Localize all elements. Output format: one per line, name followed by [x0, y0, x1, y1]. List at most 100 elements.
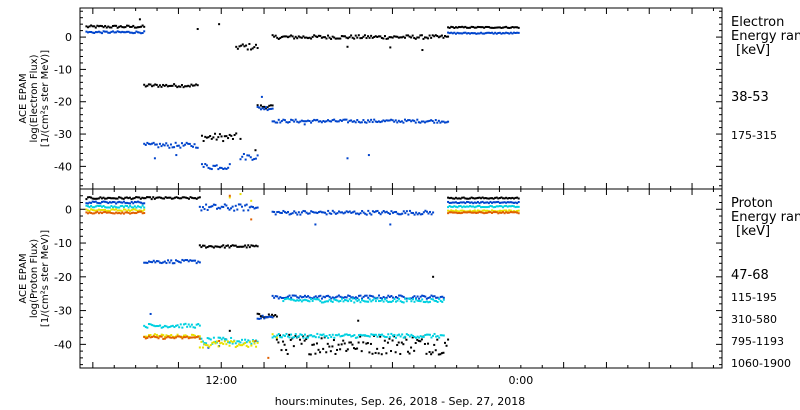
data-point [263, 108, 266, 111]
data-point [241, 43, 244, 46]
data-point [368, 351, 371, 354]
data-point [195, 262, 198, 265]
data-point [94, 26, 97, 29]
data-point [174, 259, 177, 262]
data-point [138, 31, 141, 34]
data-point [179, 335, 182, 338]
data-point [331, 345, 334, 348]
data-point [405, 338, 408, 341]
series-115-195 [85, 200, 520, 349]
data-point [274, 295, 277, 298]
data-point [182, 323, 185, 326]
data-point [242, 343, 245, 346]
data-point [290, 34, 293, 37]
data-point [451, 211, 454, 214]
data-point [314, 336, 317, 339]
data-point [176, 144, 179, 147]
data-point [143, 324, 146, 327]
data-point [219, 207, 222, 210]
data-point [282, 340, 285, 343]
data-point [302, 295, 305, 298]
data-point [336, 334, 339, 337]
data-point [316, 298, 319, 301]
data-point [367, 296, 370, 299]
data-point [425, 333, 428, 336]
data-point [203, 208, 206, 211]
data-point [138, 205, 141, 208]
data-point [388, 337, 391, 340]
data-point [425, 352, 428, 355]
data-point [311, 297, 314, 300]
data-point [218, 23, 221, 26]
data-point [216, 341, 219, 344]
data-point [330, 300, 333, 303]
data-point [387, 333, 390, 336]
data-point [307, 119, 310, 122]
data-point [391, 299, 394, 302]
data-point [424, 295, 427, 298]
data-point [143, 212, 146, 215]
data-point [419, 340, 422, 343]
data-point [185, 85, 188, 88]
data-point [233, 209, 236, 212]
data-point [430, 119, 433, 122]
data-point [168, 84, 171, 87]
data-point [336, 295, 339, 298]
data-point [497, 205, 500, 208]
data-point [248, 42, 251, 45]
data-point [396, 35, 399, 38]
data-point [116, 206, 119, 209]
data-point [491, 26, 494, 29]
data-point [484, 197, 487, 200]
data-point [331, 296, 334, 299]
data-point [325, 37, 328, 40]
data-point [251, 206, 254, 209]
data-point [508, 197, 511, 200]
data-point [489, 197, 492, 200]
data-point [350, 296, 353, 299]
data-point [308, 353, 311, 356]
data-point [212, 336, 215, 339]
data-point [394, 295, 397, 298]
data-point [133, 31, 136, 34]
x-tick-label: 12:00 [205, 374, 237, 387]
data-point [361, 334, 364, 337]
data-point [336, 212, 339, 215]
data-point [269, 315, 272, 318]
data-point [97, 202, 100, 205]
data-point [508, 211, 511, 214]
data-point [193, 143, 196, 146]
data-point [288, 336, 291, 339]
data-point [259, 315, 262, 318]
data-point [243, 45, 246, 48]
data-point [416, 36, 419, 39]
data-point [283, 298, 286, 301]
data-point [113, 24, 116, 27]
data-point [111, 201, 114, 204]
data-point [356, 297, 359, 300]
data-point [497, 210, 500, 213]
data-point [447, 200, 450, 203]
data-point [379, 299, 382, 302]
data-point [393, 35, 396, 38]
data-point [110, 197, 113, 200]
data-point [400, 120, 403, 123]
data-point [152, 196, 155, 199]
data-point [273, 296, 276, 299]
data-point [250, 48, 253, 51]
data-point [197, 323, 200, 326]
data-point [480, 201, 483, 204]
data-point [126, 30, 129, 33]
data-point [190, 83, 193, 86]
data-point [105, 211, 108, 214]
data-point [337, 300, 340, 303]
data-point [517, 201, 520, 204]
data-point [110, 212, 113, 215]
data-point [317, 295, 320, 298]
data-point [244, 341, 247, 344]
data-point [184, 196, 187, 199]
data-point [201, 206, 204, 209]
data-point [132, 211, 135, 214]
data-point [328, 298, 331, 301]
data-point [85, 25, 88, 28]
